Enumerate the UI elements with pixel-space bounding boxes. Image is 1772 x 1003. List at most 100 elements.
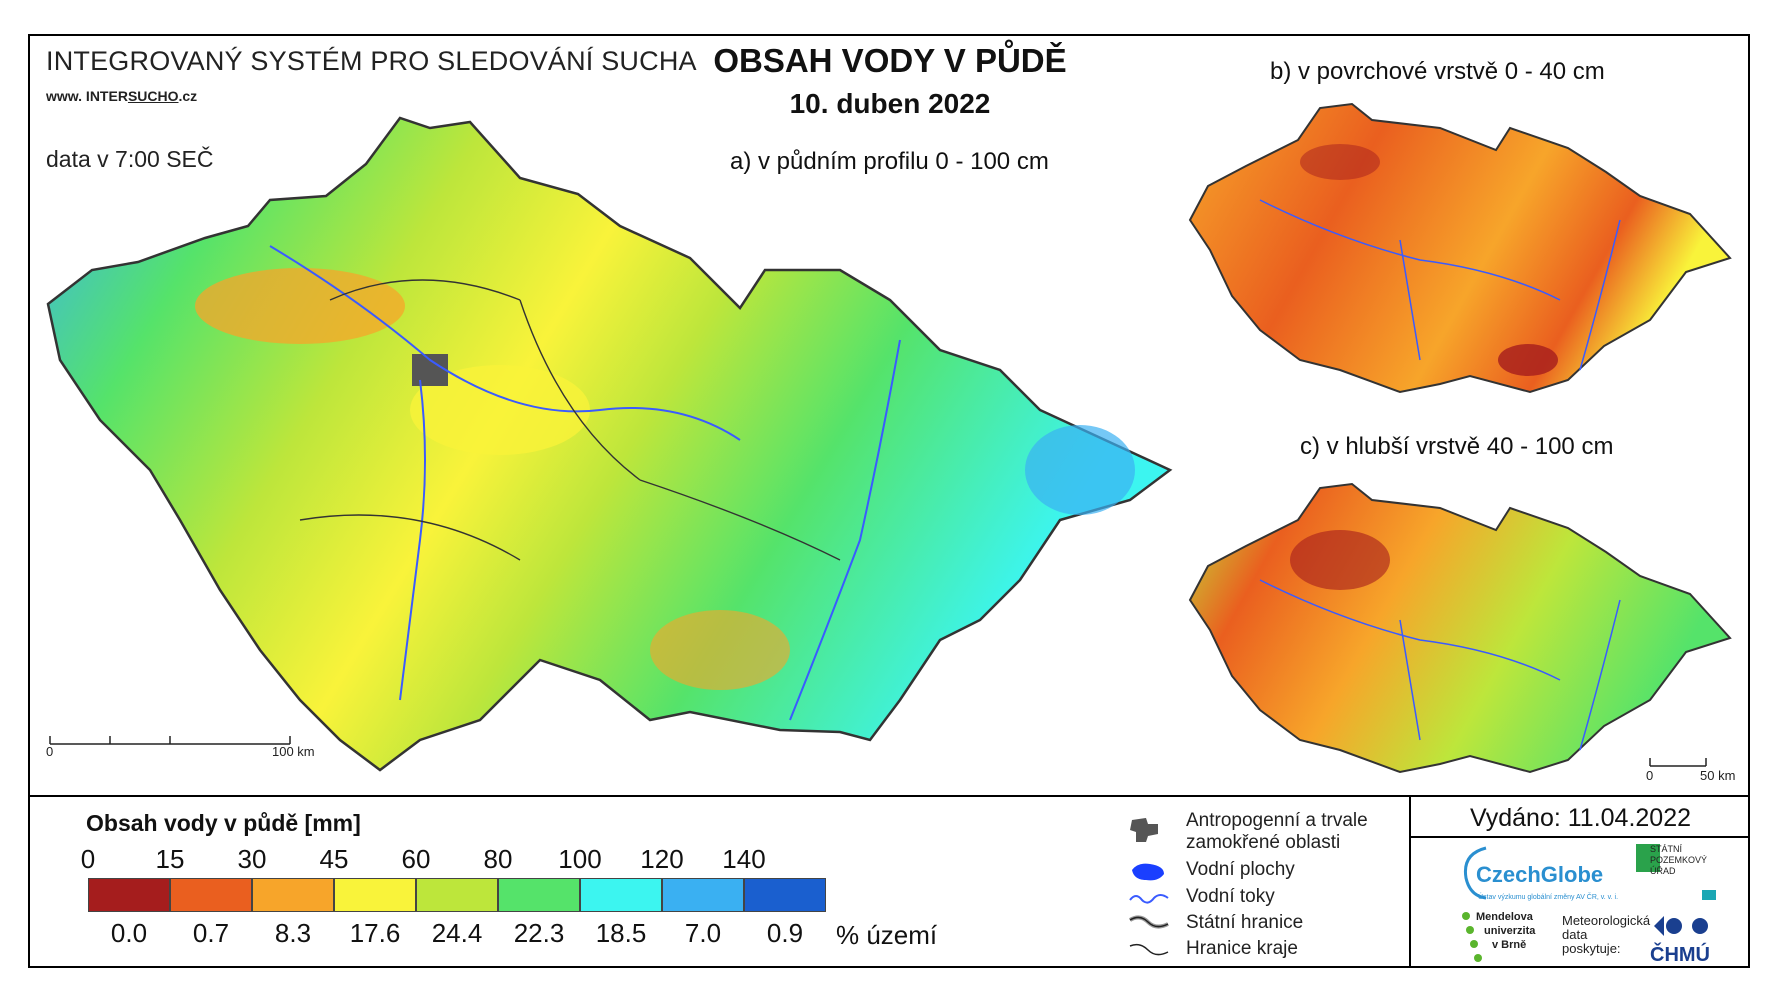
legend-water-bodies: Vodní plochy xyxy=(1186,859,1295,880)
legend-class-7 xyxy=(662,878,744,912)
czech-outline-c xyxy=(1188,482,1732,774)
scale-small-end: 50 km xyxy=(1700,768,1736,783)
spu-line-1: STÁTNÍ xyxy=(1650,844,1683,854)
legend-anthropogenic-line1: Antropogenní a trvale xyxy=(1186,810,1368,831)
mendel-line-2: univerzita xyxy=(1484,925,1536,937)
legend-class-4 xyxy=(416,878,498,912)
data-time: data v 7:00 SEČ xyxy=(46,146,214,172)
legend-class-3 xyxy=(334,878,416,912)
stream-icon xyxy=(1129,894,1169,904)
legend-percent-2: 8.3 xyxy=(274,918,312,948)
water-body-icon xyxy=(1132,863,1164,881)
legend-class-2 xyxy=(252,878,334,912)
legend-region-border: Hranice kraje xyxy=(1186,938,1298,959)
main-date: 10. duben 2022 xyxy=(789,88,991,119)
legend-class-1 xyxy=(170,878,252,912)
river-morava xyxy=(789,339,901,721)
chmu-logo-mark xyxy=(1654,916,1708,936)
legend-percent-7: 7.0 xyxy=(684,918,722,948)
map-a-label: a) v půdním profilu 0 - 100 cm xyxy=(730,148,1049,175)
legend-threshold-6: 100 xyxy=(558,844,602,874)
legend-percent-unit: % území xyxy=(836,920,938,950)
mendel-line-1: Mendelova xyxy=(1476,911,1533,923)
legend-threshold-2: 30 xyxy=(237,844,267,874)
region-border-icon xyxy=(1129,943,1169,956)
mendel-logo-dots xyxy=(1462,912,1482,962)
map-a xyxy=(46,116,1173,772)
footer-divider-horizontal xyxy=(1411,836,1750,838)
legend-percent-4: 24.4 xyxy=(431,918,483,948)
czechglobe-logo: CzechGlobe xyxy=(1476,862,1604,887)
dry-north-b xyxy=(1300,144,1380,180)
main-title: OBSAH VODY V PŮDĚ xyxy=(713,42,1067,79)
dry-zone-central xyxy=(410,365,590,455)
legend-percent-3: 17.6 xyxy=(349,918,401,948)
legend-streams: Vodní toky xyxy=(1186,886,1275,907)
map-c-label: c) v hlubší vrstvě 40 - 100 cm xyxy=(1300,433,1614,460)
anthropogenic-area-icon xyxy=(1130,818,1158,842)
legend-class-8 xyxy=(744,878,826,912)
rivers-c xyxy=(1259,579,1621,751)
region-border-a xyxy=(299,279,841,561)
mendel-line-3: v Brně xyxy=(1492,939,1527,951)
spu-line-3: ÚŘAD xyxy=(1650,866,1676,876)
footer-divider-vertical xyxy=(1409,797,1411,968)
legend-percent-8: 0.9 xyxy=(766,918,804,948)
rivers-b xyxy=(1259,199,1621,371)
meteo-line-1: Meteorologická xyxy=(1562,913,1651,928)
legend-threshold-0: 0 xyxy=(80,844,96,874)
url-underlined: SUCHO xyxy=(127,88,179,104)
map-c xyxy=(1188,482,1732,774)
legend-threshold-5: 80 xyxy=(483,844,513,874)
legend-threshold-1: 15 xyxy=(155,844,185,874)
river-vltava xyxy=(399,379,426,701)
meteo-line-2: data xyxy=(1562,927,1588,942)
river-elbe xyxy=(269,245,741,441)
legend-anthropogenic-line2: zamokřené oblasti xyxy=(1186,832,1341,853)
state-border-icon xyxy=(1128,915,1169,929)
url-suffix: .cz xyxy=(178,88,198,104)
legend-percent-1: 0.7 xyxy=(192,918,230,948)
dry-zone-north xyxy=(195,268,405,344)
wet-zone-east xyxy=(1025,425,1135,515)
legend-threshold-7: 120 xyxy=(640,844,684,874)
legend-title: Obsah vody v půdě [mm] xyxy=(86,810,361,836)
legend-percent-6: 18.5 xyxy=(595,918,647,948)
system-title: INTEGROVANÝ SYSTÉM PRO SLEDOVÁNÍ SUCHA xyxy=(46,46,697,76)
legend-class-5 xyxy=(498,878,580,912)
legend-threshold-3: 45 xyxy=(319,844,349,874)
website-url[interactable]: www. INTERSUCHO.cz xyxy=(46,88,197,104)
dry-zone-south xyxy=(650,610,790,690)
map-b-label: b) v povrchové vrstvě 0 - 40 cm xyxy=(1270,58,1605,85)
dry-north-c xyxy=(1290,530,1390,590)
legend-percent-0: 0.0 xyxy=(110,918,148,948)
czechglobe-subtitle: Ústav výzkumu globální změny AV ČR, v. v… xyxy=(1478,894,1619,901)
czech-outline-a xyxy=(46,116,1173,772)
scale-main-end: 100 km xyxy=(272,744,315,759)
scale-main-start: 0 xyxy=(46,744,54,759)
legend-percent-5: 22.3 xyxy=(513,918,565,948)
issued-date: Vydáno: 11.04.2022 xyxy=(1469,804,1692,832)
czech-outline-b xyxy=(1188,102,1732,394)
scale-small-start: 0 xyxy=(1646,768,1654,783)
legend-threshold-8: 140 xyxy=(722,844,766,874)
chmu-logo: ČHMÚ xyxy=(1650,944,1710,966)
legend-class-0 xyxy=(88,878,170,912)
spu-logo-text: STÁTNÍ POZEMKOVÝ ÚŘAD xyxy=(1650,844,1707,877)
legend-threshold-4: 60 xyxy=(401,844,431,874)
scale-bar-small xyxy=(1649,758,1707,767)
legend-divider xyxy=(28,795,1750,797)
scale-bar-main xyxy=(49,736,291,745)
mendel-logo-text: Mendelova univerzita v Brně xyxy=(1476,910,1535,952)
czechglobe-logo-arc xyxy=(1463,846,1487,900)
map-b xyxy=(1188,102,1732,394)
url-prefix: www. INTER xyxy=(46,88,128,104)
legend-state-border: Státní hranice xyxy=(1186,912,1304,933)
spu-line-2: POZEMKOVÝ xyxy=(1650,855,1708,865)
meteo-data-text: Meteorologická data poskytuje: xyxy=(1562,914,1650,956)
legend-class-6 xyxy=(580,878,662,912)
spu-logo-mark xyxy=(1636,844,1716,900)
meteo-line-3: poskytuje: xyxy=(1562,941,1621,956)
extreme-dry-b xyxy=(1498,344,1558,376)
